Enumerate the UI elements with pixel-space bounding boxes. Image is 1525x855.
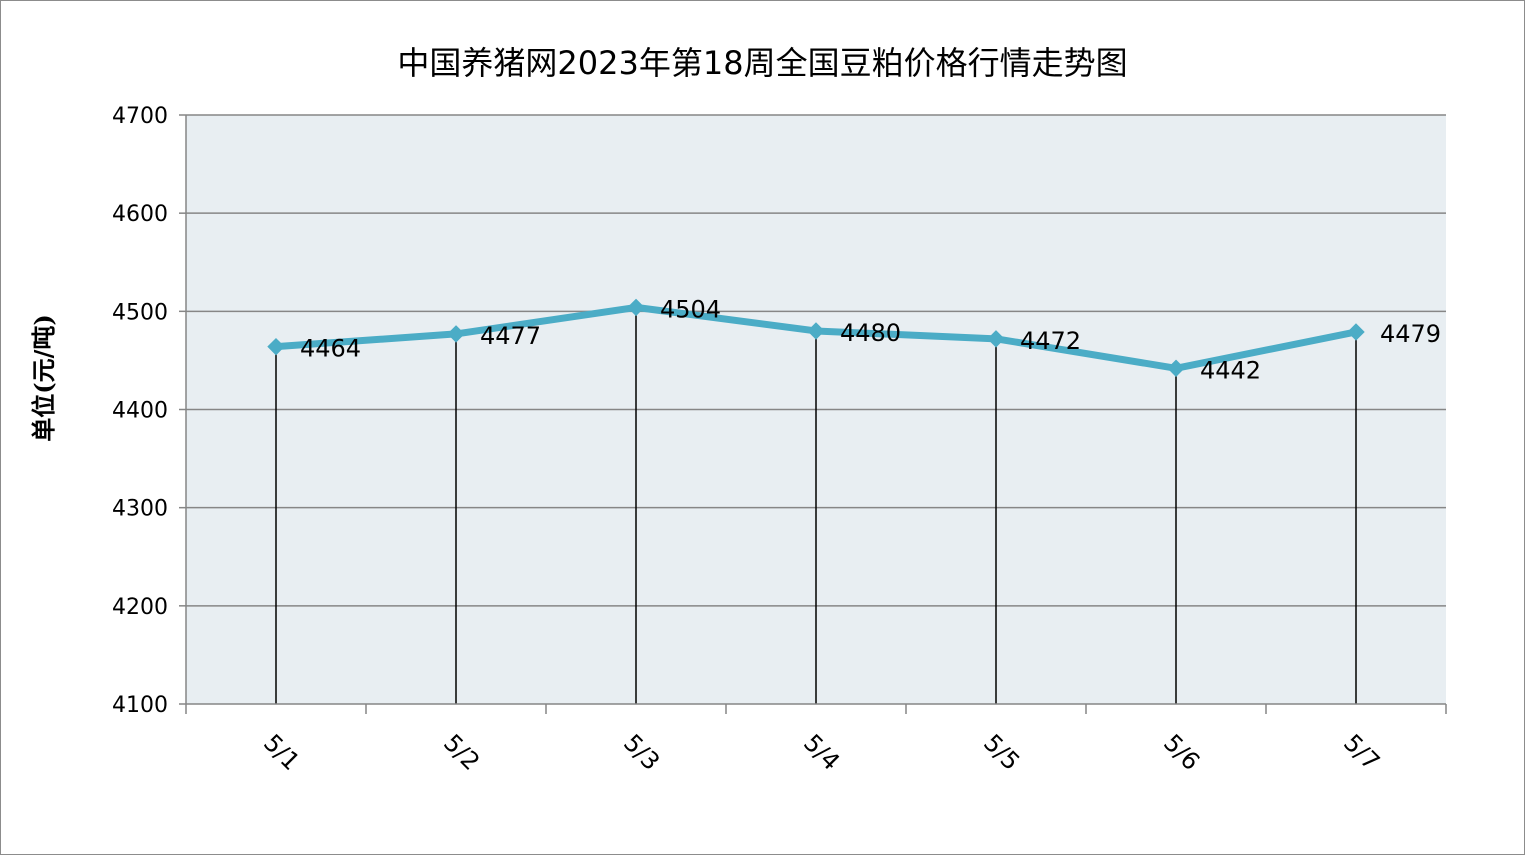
- data-label: 4480: [840, 319, 901, 347]
- y-tick-label: 4500: [112, 300, 168, 325]
- data-point-marker: [807, 322, 825, 340]
- drop-lines: [275, 307, 1357, 704]
- chart-title: 中国养猪网2023年第18周全国豆粕价格行情走势图: [397, 44, 1128, 82]
- x-tick-label: 5/7: [1338, 729, 1385, 776]
- axes: [185, 115, 1446, 705]
- x-tick-label: 5/1: [258, 729, 305, 776]
- data-label: 4464: [300, 335, 361, 363]
- y-tick-label: 4100: [112, 693, 168, 718]
- data-label: 4442: [1200, 356, 1261, 384]
- data-point-marker: [1167, 359, 1185, 377]
- data-point-marker: [1347, 323, 1365, 341]
- data-label: 4504: [660, 295, 721, 323]
- x-tick-label: 5/4: [798, 729, 845, 776]
- data-label: 4477: [480, 322, 541, 350]
- x-axis-ticks: 5/1 5/2 5/3 5/4 5/5 5/6 5/7: [185, 704, 1447, 776]
- data-point-marker: [987, 330, 1005, 348]
- y-tick-label: 4700: [112, 104, 168, 129]
- y-tick-label: 4300: [112, 497, 168, 522]
- x-tick-label: 5/6: [1158, 729, 1205, 776]
- data-labels: 4464 4477 4504 4480 4472 4442 4479: [300, 295, 1441, 384]
- x-tick-label: 5/5: [978, 729, 1025, 776]
- data-label: 4479: [1380, 320, 1441, 348]
- data-label: 4472: [1020, 327, 1081, 355]
- y-axis-ticks: 4100 4200 4300 4400 4500 4600 4700: [112, 104, 186, 718]
- data-point-marker: [627, 298, 645, 317]
- data-point-marker: [447, 325, 465, 343]
- data-point-marker: [267, 337, 285, 356]
- series-group: [267, 298, 1365, 377]
- y-tick-label: 4200: [112, 595, 168, 620]
- y-tick-label: 4400: [112, 399, 168, 424]
- y-tick-label: 4600: [112, 202, 168, 227]
- x-tick-label: 5/2: [438, 729, 485, 776]
- x-tick-label: 5/3: [618, 729, 665, 776]
